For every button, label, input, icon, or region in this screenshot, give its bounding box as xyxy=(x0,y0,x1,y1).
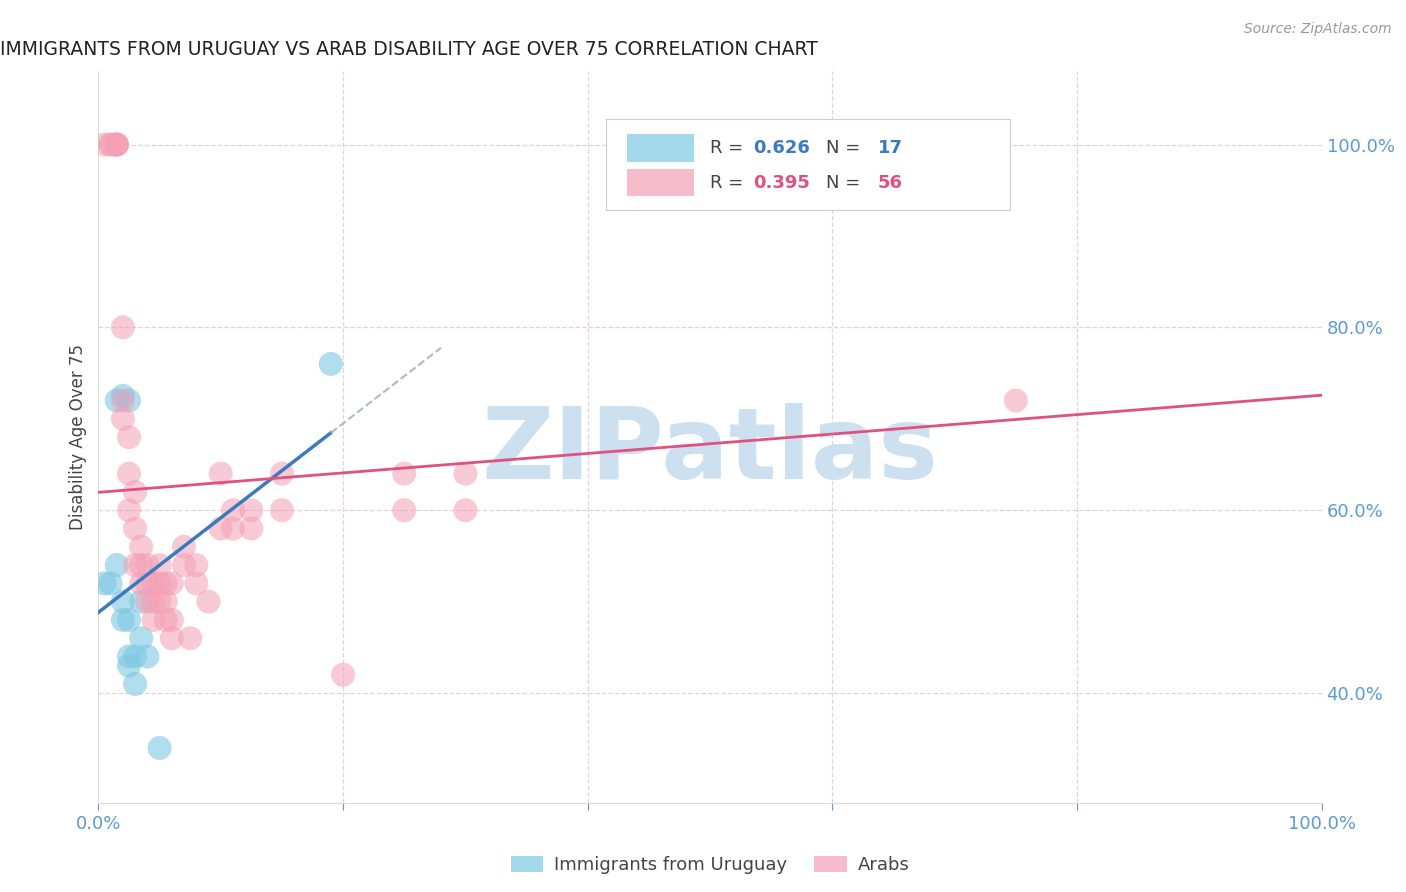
Point xyxy=(160,632,183,646)
Point xyxy=(136,595,159,609)
Point xyxy=(1004,393,1026,408)
Point xyxy=(883,137,905,152)
Point xyxy=(118,467,141,481)
Point xyxy=(105,558,128,573)
Point xyxy=(118,393,141,408)
Point xyxy=(240,503,263,517)
Point xyxy=(209,521,232,535)
Point xyxy=(142,613,165,627)
Point xyxy=(222,503,245,517)
Point xyxy=(100,576,122,591)
Point xyxy=(179,632,201,646)
Point xyxy=(454,503,477,517)
Point xyxy=(392,467,416,481)
Text: N =: N = xyxy=(827,174,866,192)
Point xyxy=(454,467,477,481)
Point xyxy=(111,613,134,627)
Point xyxy=(136,649,159,664)
Point xyxy=(142,576,165,591)
Point xyxy=(149,558,172,573)
Point xyxy=(129,576,152,591)
Point xyxy=(160,576,183,591)
Text: 0.395: 0.395 xyxy=(752,174,810,192)
Point xyxy=(129,595,152,609)
Point xyxy=(118,503,141,517)
Text: 56: 56 xyxy=(877,174,903,192)
Point xyxy=(111,393,134,408)
Point xyxy=(186,576,208,591)
Text: 0.626: 0.626 xyxy=(752,139,810,157)
Text: 17: 17 xyxy=(877,139,903,157)
Text: ZIPatlas: ZIPatlas xyxy=(482,403,938,500)
Y-axis label: Disability Age Over 75: Disability Age Over 75 xyxy=(69,344,87,530)
Point xyxy=(173,558,195,573)
Point xyxy=(118,613,141,627)
Point xyxy=(222,521,245,535)
Point xyxy=(136,576,159,591)
Point xyxy=(209,467,232,481)
Point xyxy=(124,649,146,664)
Point xyxy=(319,357,342,371)
Text: R =: R = xyxy=(710,139,749,157)
Point xyxy=(270,467,294,481)
Point xyxy=(129,632,152,646)
Text: IMMIGRANTS FROM URUGUAY VS ARAB DISABILITY AGE OVER 75 CORRELATION CHART: IMMIGRANTS FROM URUGUAY VS ARAB DISABILI… xyxy=(0,39,818,59)
Point xyxy=(124,485,146,500)
Text: R =: R = xyxy=(710,174,749,192)
FancyBboxPatch shape xyxy=(627,135,695,162)
Point xyxy=(100,137,122,152)
Text: Source: ZipAtlas.com: Source: ZipAtlas.com xyxy=(1244,22,1392,37)
Point xyxy=(173,540,195,554)
Point xyxy=(111,389,134,403)
Point xyxy=(332,667,354,682)
Point xyxy=(93,137,115,152)
Point xyxy=(149,595,172,609)
Point xyxy=(155,595,177,609)
Point xyxy=(105,137,128,152)
Point xyxy=(111,412,134,426)
Point xyxy=(270,503,294,517)
Point xyxy=(129,540,152,554)
Point xyxy=(155,576,177,591)
Point xyxy=(136,558,159,573)
Point xyxy=(129,558,152,573)
Point xyxy=(124,558,146,573)
Point xyxy=(111,595,134,609)
Point xyxy=(155,613,177,627)
Point xyxy=(105,137,128,152)
Point xyxy=(105,137,128,152)
FancyBboxPatch shape xyxy=(606,119,1010,211)
Point xyxy=(100,137,122,152)
Text: N =: N = xyxy=(827,139,866,157)
Point xyxy=(111,320,134,334)
Point xyxy=(124,677,146,691)
FancyBboxPatch shape xyxy=(627,169,695,196)
Point xyxy=(149,576,172,591)
Point xyxy=(118,658,141,673)
Point xyxy=(118,430,141,444)
Point xyxy=(160,613,183,627)
Point xyxy=(392,503,416,517)
Point xyxy=(186,558,208,573)
Point xyxy=(105,137,128,152)
Point xyxy=(240,521,263,535)
Point xyxy=(149,740,172,755)
Point xyxy=(197,595,219,609)
Point xyxy=(93,576,115,591)
Point xyxy=(142,595,165,609)
Point xyxy=(124,521,146,535)
Point xyxy=(118,649,141,664)
Legend: Immigrants from Uruguay, Arabs: Immigrants from Uruguay, Arabs xyxy=(503,849,917,881)
Point xyxy=(105,393,128,408)
